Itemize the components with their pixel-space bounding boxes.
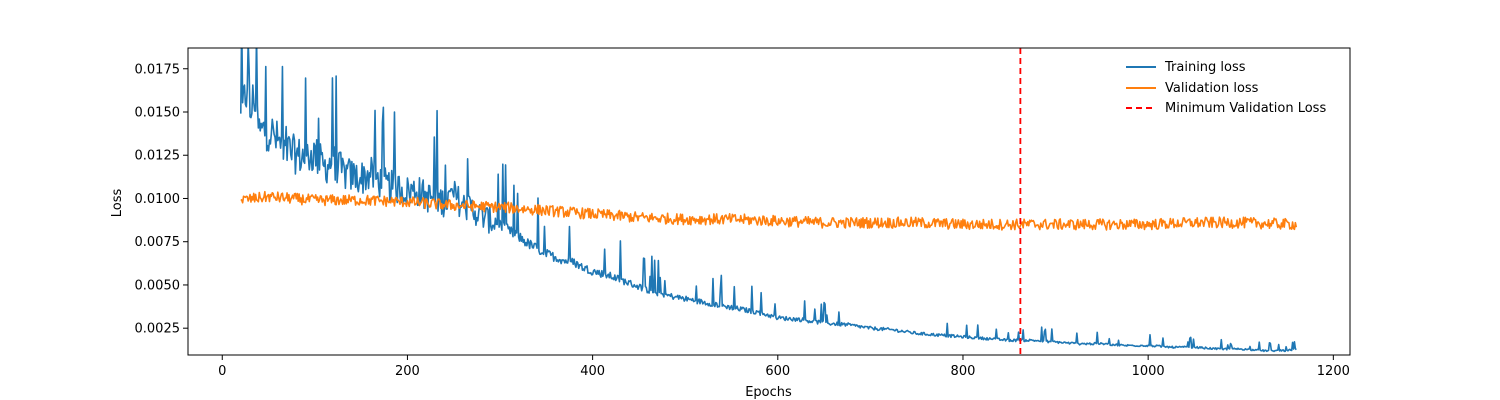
x-tick-label: 1200 — [1317, 364, 1350, 379]
y-tick-label: 0.0025 — [135, 322, 181, 337]
axes: 0 200 400 600 800 1000 1200 0.0025 0.0050 0.0075 0… — [135, 47, 1351, 379]
x-tick-label: 800 — [951, 364, 976, 379]
legend: Training loss Validation loss Minimum Va… — [1126, 60, 1326, 116]
y-tick-label: 0.0100 — [135, 192, 181, 207]
legend-label-min-val: Minimum Validation Loss — [1165, 101, 1326, 116]
x-tick-label: 600 — [765, 364, 790, 379]
y-axis-label: Loss — [110, 189, 125, 218]
plot-area — [239, 48, 1298, 355]
x-tick-label: 1000 — [1132, 364, 1165, 379]
x-tick-label: 0 — [218, 364, 226, 379]
y-tick-label: 0.0125 — [135, 149, 181, 164]
plot-frame — [187, 47, 1351, 356]
y-tick-label: 0.0075 — [135, 235, 181, 250]
legend-label-training: Training loss — [1164, 60, 1246, 75]
y-tick-label: 0.0050 — [135, 278, 181, 293]
x-axis-label: Epochs — [745, 385, 792, 400]
y-tick-label: 0.0150 — [135, 105, 181, 120]
series-validation-loss — [240, 190, 1298, 231]
x-tick-label: 200 — [395, 364, 420, 379]
series-training-loss — [239, 48, 1297, 353]
x-tick-label: 400 — [580, 364, 605, 379]
legend-label-validation: Validation loss — [1165, 81, 1259, 96]
y-tick-label: 0.0175 — [135, 62, 181, 77]
